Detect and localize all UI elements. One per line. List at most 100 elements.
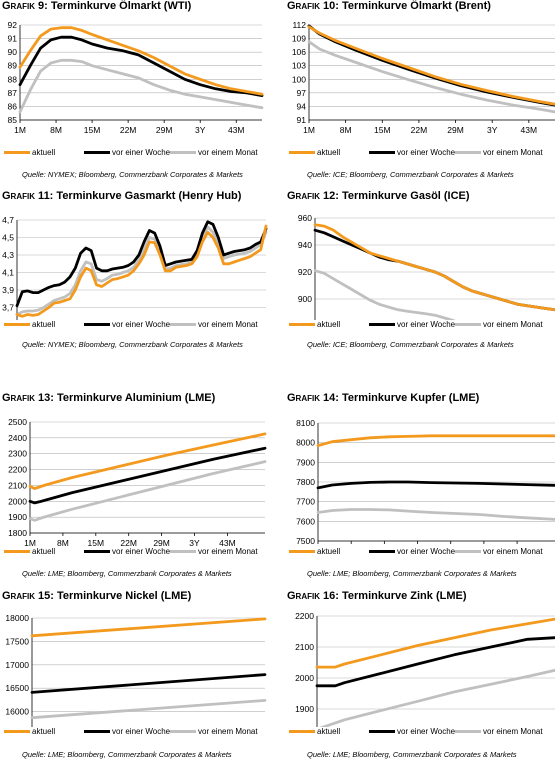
y-tick-label: 17500 [5,636,29,646]
legend-swatch [369,550,395,553]
x-tick-label: 15M [84,125,101,135]
legend-item-monat: vor einem Monat [455,148,543,157]
chart-name: Terminkurve Nickel (LME) [53,590,192,602]
x-tick-label: 1M [312,546,324,547]
figure-number: Grafik 14: [287,392,339,404]
legend-item-woche: vor einer Woche [84,148,170,157]
legend-swatch [369,730,395,733]
y-tick-label: 1900 [295,704,314,714]
legend: aktuell vor einer Woche vor einem Monat [4,148,268,160]
legend-label: aktuell [32,148,56,157]
source-note: Quelle: LME; Bloomberg, Commerzbank Corp… [307,750,517,759]
chart-title: Grafik 14: Terminkurve Kupfer (LME) [287,392,479,404]
chart-name: Terminkurve Zink (LME) [338,590,467,602]
legend-item-monat: vor einem Monat [170,148,258,157]
legend-label: vor einer Woche [112,148,171,157]
x-tick-label: 1M [24,538,36,547]
legend-item-aktuell: aktuell [4,727,55,736]
figure-number: Grafik 9: [2,0,48,12]
y-tick-label: 7900 [296,457,315,467]
legend-label: aktuell [32,547,56,556]
chart-title: Grafik 12: Terminkurve Gasöl (ICE) [287,190,470,202]
y-tick-label: 4,1 [2,268,14,278]
legend-item-aktuell: aktuell [4,547,55,556]
legend-label: vor einem Monat [198,320,258,329]
y-tick-label: 2000 [295,673,314,683]
legend-label: aktuell [317,148,341,157]
series-line-woche [15,220,268,308]
series-line-monat [15,225,268,316]
chart-name: Terminkurve Kupfer (LME) [338,392,480,404]
chart-panel-8: Grafik 16: Terminkurve Zink (LME)1800190… [285,590,555,764]
figure-number: Grafik 11: [2,190,54,202]
series-line-woche [315,636,555,688]
legend-swatch [84,151,110,154]
chart-name: Terminkurve Gasmarkt (Henry Hub) [53,190,242,202]
source-note: Quelle: ICE; Bloomberg, Commerzbank Corp… [307,340,514,349]
legend-label: vor einem Monat [198,727,258,736]
series-line-monat [313,269,456,320]
chart-panel-3: Grafik 11: Terminkurve Gasmarkt (Henry H… [0,190,270,360]
figure-number: Grafik 15: [2,590,54,602]
x-tick-label: 3Y [195,125,206,135]
y-tick-label: 8100 [296,418,315,428]
legend-swatch [4,151,30,154]
legend-item-woche: vor einer Woche [369,547,455,556]
legend-label: vor einer Woche [397,727,456,736]
legend-item-aktuell: aktuell [4,148,55,157]
legend-item-monat: vor einem Monat [455,727,543,736]
chart-name: Terminkurve Gasöl (ICE) [338,190,470,202]
y-tick-label: 85 [8,115,18,125]
y-tick-label: 2100 [8,480,27,490]
series-line-woche [316,480,555,490]
x-tick-label: 8M [345,546,357,547]
legend-swatch [369,151,395,154]
y-tick-label: 86 [8,101,18,111]
x-tick-label: 29M [442,546,459,547]
y-tick-label: 7700 [296,497,315,507]
chart-panel-7: Grafik 15: Terminkurve Nickel (LME)15500… [0,590,270,764]
legend-swatch [455,323,481,326]
y-tick-label: 103 [292,61,306,71]
series-line-aktuell [315,617,555,669]
y-tick-label: 16500 [5,683,29,693]
legend: aktuell vor einer Woche vor einem Monat [289,727,553,739]
series-line-aktuell [316,434,555,447]
chart-panel-4: Grafik 12: Terminkurve Gasöl (ICE)880900… [285,190,555,360]
legend-item-aktuell: aktuell [289,320,340,329]
x-tick-label: 22M [409,546,426,547]
chart-svg: 7500 7600 7700 7800 7900 8000 8100 1M 8M 15M 22M 29… [296,418,555,547]
x-tick-label: 43M [219,538,236,547]
series-line-woche [28,446,267,505]
y-tick-label: 112 [292,20,306,30]
chart-svg: 85 86 87 88 89 90 91 92 1M 8M 15M 22M 29M 3Y 43M [8,20,264,135]
figure-number: Grafik 16: [287,590,339,602]
x-tick-label: 43M [521,125,538,135]
series-line-aktuell [28,432,267,490]
x-tick-label: 3Y [487,125,498,135]
legend-swatch [4,730,30,733]
legend-label: aktuell [317,320,341,329]
source-note: Quelle: ICE; Bloomberg, Commerzbank Corp… [307,170,514,179]
y-tick-label: 2500 [8,417,27,427]
legend-label: vor einem Monat [198,547,258,556]
y-tick-label: 7800 [296,477,315,487]
x-tick-label: 8M [57,538,69,547]
y-tick-label: 17000 [5,660,29,670]
legend-label: vor einem Monat [483,320,543,329]
y-tick-label: 4,5 [2,233,14,243]
legend: aktuell vor einer Woche vor einem Monat [289,148,553,160]
x-tick-label: 3Y [479,546,490,547]
chart-svg: 1800 1900 2000 2100 2200 2300 2400 2500 1M 8M 15M 2… [8,417,267,547]
y-tick-label: 2100 [295,642,314,652]
legend-item-woche: vor einer Woche [369,727,455,736]
y-tick-label: 3,7 [2,303,14,313]
chart-panel-6: Grafik 14: Terminkurve Kupfer (LME) 7500 7… [285,392,555,580]
series-line-aktuell [18,26,264,96]
y-tick-label: 97 [297,88,307,98]
series-line-aktuell [307,25,555,106]
legend-item-monat: vor einem Monat [170,547,258,556]
legend-swatch [289,550,315,553]
legend-label: vor einer Woche [112,547,171,556]
y-tick-label: 1900 [8,512,27,522]
